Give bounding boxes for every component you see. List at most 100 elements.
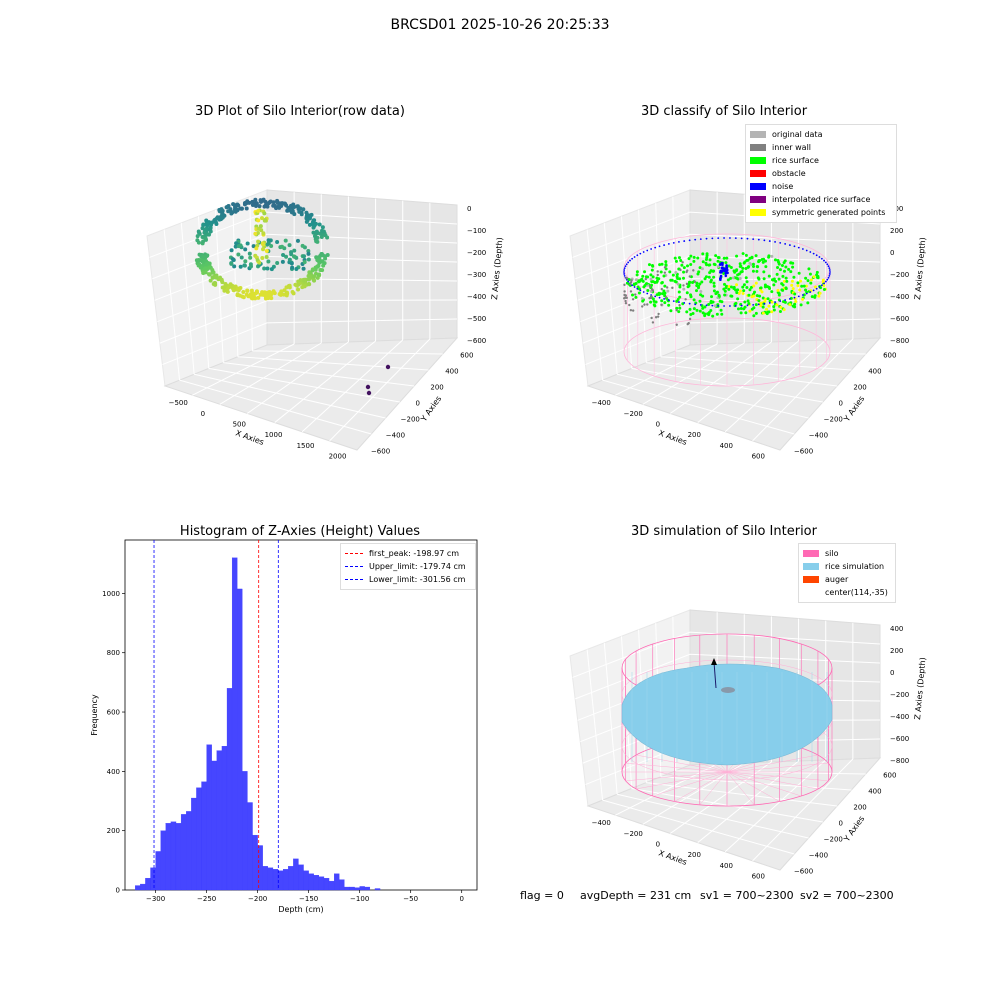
data-point — [709, 299, 713, 303]
data-point — [791, 261, 795, 265]
grid-line — [675, 350, 866, 355]
legend-label: auger — [825, 575, 849, 584]
grid-line — [249, 196, 253, 351]
data-point — [746, 299, 750, 303]
data-point — [641, 305, 644, 308]
x-tick-label: −400 — [592, 399, 611, 407]
data-point — [196, 263, 201, 268]
data-point — [694, 238, 697, 241]
data-point — [207, 265, 212, 270]
data-point — [672, 300, 675, 303]
data-point — [631, 257, 634, 260]
legend-item: inner wall — [750, 141, 892, 154]
data-point — [203, 237, 208, 242]
z-tick-label: −800 — [890, 337, 909, 345]
x-axis-label: X Axies — [657, 848, 688, 867]
data-point — [808, 272, 812, 276]
grid-line — [602, 379, 795, 435]
grid-line — [724, 759, 827, 853]
data-point — [287, 243, 292, 248]
y-tick-label: −400 — [809, 852, 828, 860]
data-point — [708, 258, 712, 262]
x-tick-label: −500 — [169, 399, 188, 407]
hist-bar — [354, 887, 360, 891]
data-point — [748, 309, 752, 313]
z-tick-label: −200 — [890, 691, 909, 699]
data-point — [781, 288, 785, 292]
grid-line — [660, 356, 852, 371]
hist-bar — [293, 858, 299, 891]
data-point — [266, 241, 271, 246]
data-point — [765, 307, 769, 311]
silo-wire — [625, 771, 728, 782]
hist-bar — [206, 744, 212, 891]
data-point — [624, 299, 627, 303]
data-point — [732, 286, 736, 290]
data-point — [295, 204, 300, 209]
data-point — [774, 241, 776, 243]
data-point — [290, 265, 295, 270]
data-point — [754, 303, 758, 307]
data-point — [241, 289, 246, 294]
data-point — [640, 296, 644, 300]
data-point — [238, 243, 243, 248]
y-tick-label: −600 — [794, 448, 813, 456]
data-point — [759, 304, 763, 308]
y-tick-label: 400 — [868, 788, 881, 796]
data-point — [651, 275, 655, 279]
data-point — [801, 248, 804, 250]
data-point — [720, 271, 723, 274]
y-tick-label: 600 — [883, 772, 896, 780]
data-point — [736, 307, 740, 311]
data-point — [250, 202, 255, 207]
legend-swatch — [803, 550, 819, 557]
auger-line — [713, 661, 717, 689]
z-tick-label: −200 — [890, 271, 909, 279]
data-point — [776, 266, 780, 270]
data-point — [672, 241, 675, 244]
data-point — [224, 205, 229, 210]
data-point — [652, 303, 656, 307]
data-point — [696, 272, 700, 276]
hist-bar — [231, 557, 238, 891]
data-point — [634, 293, 637, 296]
data-point — [772, 305, 776, 309]
data-point — [824, 280, 827, 283]
pane-floor — [163, 337, 459, 451]
data-point — [766, 285, 770, 289]
data-point — [800, 284, 804, 288]
grid-line — [646, 782, 838, 807]
data-point — [250, 292, 255, 297]
y-tick-label: −400 — [809, 432, 828, 440]
silo-wire — [726, 771, 755, 806]
data-point — [297, 209, 302, 214]
data-point — [705, 304, 708, 307]
data-point — [723, 267, 727, 271]
data-point — [696, 256, 700, 260]
data-point — [735, 254, 739, 258]
data-point — [678, 285, 682, 289]
data-point — [751, 264, 755, 268]
data-point — [251, 244, 256, 249]
legend-item: rice surface — [750, 154, 892, 167]
data-point — [723, 237, 725, 239]
hist-bar — [339, 879, 345, 891]
data-point — [663, 284, 667, 288]
data-point — [788, 303, 792, 307]
data-point — [214, 275, 219, 280]
data-point — [805, 249, 808, 252]
panel2-legend: original data inner wall rice surface ob… — [745, 124, 897, 223]
legend-item: Upper_limit: -179.74 cm — [345, 560, 471, 573]
data-point — [660, 281, 664, 285]
data-point — [772, 283, 776, 287]
data-point — [654, 246, 657, 249]
y-tick-label: −200 — [824, 836, 843, 844]
data-point — [623, 271, 625, 273]
data-point — [695, 308, 699, 312]
data-point — [692, 269, 695, 272]
data-point — [754, 254, 758, 258]
data-point — [711, 314, 715, 318]
data-point — [310, 267, 315, 272]
data-point — [686, 269, 689, 272]
